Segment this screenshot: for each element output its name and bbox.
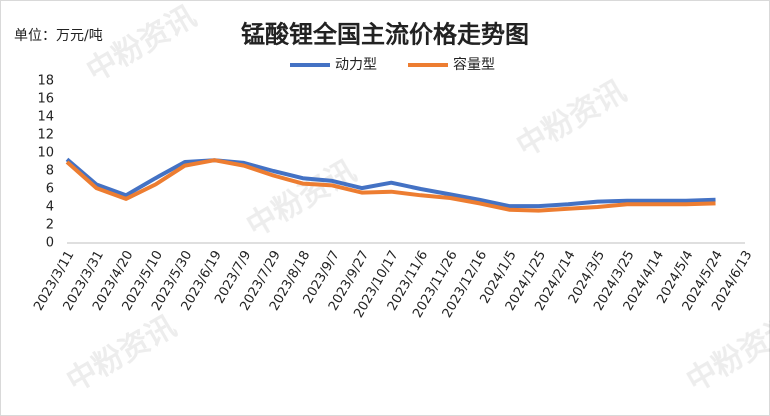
series-line: [65, 157, 716, 209]
y-tick-label: 4: [46, 200, 54, 215]
legend-label: 动力型: [335, 57, 377, 73]
series-line: [65, 158, 716, 213]
chart-title: 锰酸锂全国主流价格走势图: [241, 20, 529, 49]
unit-label: 单位：万元/吨: [14, 28, 103, 44]
y-tick-label: 8: [46, 164, 54, 179]
legend-label: 容量型: [453, 56, 495, 73]
y-tick-label: 2: [46, 218, 54, 233]
y-tick-label: 6: [46, 182, 54, 197]
y-tick-label: 18: [37, 74, 54, 89]
y-tick-label: 14: [37, 110, 54, 125]
y-tick-label: 12: [37, 128, 54, 143]
y-tick-label: 16: [37, 92, 54, 107]
y-tick-label: 10: [37, 146, 54, 161]
y-tick-label: 0: [46, 236, 54, 251]
